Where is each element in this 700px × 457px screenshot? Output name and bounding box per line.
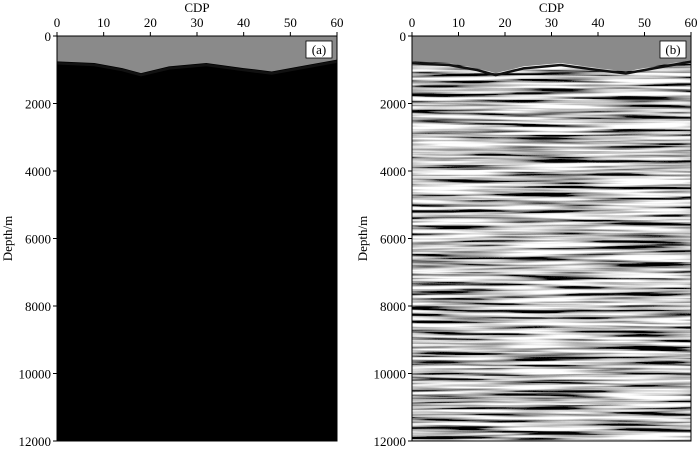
y-tick-label: 10000: [19, 367, 52, 382]
seafloor-reflector: [411, 60, 692, 77]
x-tick-label: 10: [97, 15, 110, 30]
x-tick-label: 30: [191, 15, 204, 30]
x-tick-label: 60: [685, 15, 698, 30]
water-layer: [57, 36, 337, 74]
y-tick-label: 12000: [19, 434, 52, 449]
y-tick-label: 8000: [25, 299, 51, 314]
seismic-image: [412, 36, 691, 441]
x-tick-label: 40: [592, 15, 605, 30]
y-tick-label: 0: [45, 29, 52, 44]
y-axis-label: Depth/m: [355, 216, 370, 262]
y-tick-label: 10000: [374, 367, 407, 382]
x-tick-label: 60: [331, 15, 344, 30]
seafloor-reflector: [56, 60, 338, 77]
panel-b: 0 10 20 30 40 50 60 0 2000 4000 6000 8000 10000 12000…: [355, 0, 698, 449]
x-tick-label: 20: [499, 15, 512, 30]
x-tick-label: 50: [638, 15, 651, 30]
x-axis-label: CDP: [539, 0, 564, 15]
panel-a: 0 10 20 30 40 50 60 0 2000 4000 6000 8000 10000 12000…: [0, 0, 344, 449]
y-tick-label: 0: [400, 29, 407, 44]
y-tick-label: 6000: [380, 232, 406, 247]
y-tick-label: 2000: [25, 97, 51, 112]
y-tick-label: 8000: [380, 299, 406, 314]
y-tick-label: 4000: [25, 164, 51, 179]
y-tick-label: 12000: [374, 434, 407, 449]
x-tick-label: 20: [144, 15, 157, 30]
x-tick-label: 0: [409, 15, 416, 30]
x-axis-label: CDP: [184, 0, 209, 15]
x-tick-label: 10: [452, 15, 465, 30]
y-axis-label: Depth/m: [0, 216, 15, 262]
y-tick-label: 6000: [25, 232, 51, 247]
y-tick-label: 4000: [380, 164, 406, 179]
panel-label-box: [659, 40, 687, 59]
panel-label-box: [305, 40, 333, 59]
x-tick-label: 30: [545, 15, 558, 30]
x-tick-label: 50: [284, 15, 297, 30]
seismic-image: [57, 36, 337, 441]
y-tick-label: 2000: [380, 97, 406, 112]
panel-label: (b): [665, 42, 680, 57]
water-layer: [412, 36, 691, 74]
x-tick-label: 0: [54, 15, 61, 30]
x-tick-label: 40: [237, 15, 250, 30]
panel-label: (a): [312, 42, 326, 57]
